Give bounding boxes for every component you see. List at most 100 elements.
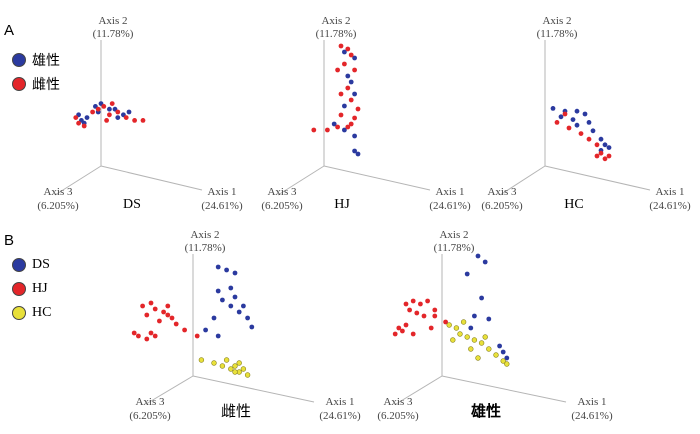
panel-2-point-雌性-16 xyxy=(348,121,354,127)
panel-5-point-HJ-4 xyxy=(407,307,412,313)
panel-5-point-HC-9 xyxy=(500,358,506,364)
panel-4-point-HJ-1 xyxy=(148,300,154,306)
panel-5-point-HC-8 xyxy=(493,352,499,358)
panel-5-point-HJ-2 xyxy=(418,301,423,307)
panel-2-point-雄性-9 xyxy=(352,148,357,154)
panel-1-axis2-variance: (11.78%) xyxy=(93,28,134,40)
panel-2-point-雄性-2 xyxy=(345,73,351,79)
panel-2-point-雌性-6 xyxy=(345,85,351,91)
panel-4-point-HJ-6 xyxy=(157,318,162,324)
panel-5-point-HC-6 xyxy=(478,340,485,346)
legend-swatch-ds xyxy=(12,258,26,272)
panel-4-point-DS-14 xyxy=(215,333,221,339)
panel-5-point-HC-0 xyxy=(446,322,452,328)
panel-5-point-DS-8 xyxy=(500,349,506,355)
panel-4-point-HJ-2 xyxy=(152,306,158,312)
panel-2-point-雌性-9 xyxy=(355,106,361,112)
panel-3-title: HC xyxy=(564,197,583,212)
legend-item-hc: HC xyxy=(12,301,51,325)
legend-label-hj: HJ xyxy=(32,281,48,296)
legend-swatch-female xyxy=(12,77,26,91)
panel-3-axis1-line xyxy=(544,165,651,191)
panel-1-point-雌性-11 xyxy=(90,109,95,115)
panel-5-axis2-label: Axis 2 xyxy=(439,229,468,241)
panel-4-point-HJ-10 xyxy=(144,336,150,342)
panel-1-axis1-label: Axis 1 xyxy=(207,186,236,198)
panel-2-point-雌性-0 xyxy=(338,43,344,49)
panel-3-point-雌性-1 xyxy=(566,125,572,131)
legend-item-hj: HJ xyxy=(12,277,51,301)
panel-2-axis1-variance: (24.61%) xyxy=(429,200,471,212)
panel-5-point-HC-5 xyxy=(471,337,478,343)
panel-2-axis2-variance: (11.78%) xyxy=(316,28,357,40)
panel-1-point-雌性-8 xyxy=(123,115,129,120)
panel-3-axis3-variance: (6.205%) xyxy=(481,200,523,212)
panel-5-point-HC-4 xyxy=(464,334,470,340)
panel-1-point-雌性-3 xyxy=(95,106,101,112)
panel-3-point-雄性-3 xyxy=(558,114,564,120)
panel-5-point-DS-7 xyxy=(497,343,502,349)
panel-5-point-HJ-9 xyxy=(403,322,409,328)
panel-4-point-DS-13 xyxy=(203,327,209,333)
panel-4-point-DS-0 xyxy=(215,264,221,270)
panel-1-point-雌性-12 xyxy=(104,118,109,123)
legend-a: 雄性 雌性 xyxy=(12,48,60,96)
panel-4-point-HJ-16 xyxy=(165,312,171,318)
panel-5-point-DS-0 xyxy=(475,253,481,259)
panel-1-title: DS xyxy=(123,197,141,212)
panel-a-label: A xyxy=(4,22,15,39)
panel-3-axis3-line xyxy=(499,165,546,196)
panel-5-point-DS-5 xyxy=(486,316,492,322)
panel-2-axis2-label: Axis 2 xyxy=(321,15,350,27)
panel-1-point-雌性-9 xyxy=(132,118,138,123)
panel-3-point-雌性-8 xyxy=(594,153,600,159)
panel-2-point-雌性-3 xyxy=(342,61,347,67)
panel-4-point-HC-6 xyxy=(240,366,247,372)
legend-label-male: 雄性 xyxy=(32,53,60,69)
panel-3-axis1-variance: (24.61%) xyxy=(649,200,691,212)
panel-1-axis3-line xyxy=(54,165,102,196)
panel-5-point-HJ-5 xyxy=(414,310,420,316)
panel-4-axis2-variance: (11.78%) xyxy=(185,242,226,254)
panel-5-point-HJ-12 xyxy=(428,325,434,331)
panel-3-point-雌性-7 xyxy=(606,153,612,159)
panel-4-point-HC-4 xyxy=(232,363,238,369)
panel-4-point-HJ-9 xyxy=(136,333,141,339)
panel-2-point-雌性-11 xyxy=(338,112,344,118)
panel-5-point-HC-13 xyxy=(475,355,481,361)
panel-3-axis3-label: Axis 3 xyxy=(487,186,517,198)
panel-1-axis2-label: Axis 2 xyxy=(98,15,127,27)
panel-4-point-DS-12 xyxy=(249,324,255,330)
panel-3-point-雄性-9 xyxy=(598,136,604,142)
panel-3-point-雄性-2 xyxy=(574,108,580,114)
panel-5-point-HC-3 xyxy=(457,331,463,337)
panel-4-point-HJ-3 xyxy=(161,309,167,315)
panel-1-point-雌性-6 xyxy=(109,101,115,106)
panel-5-point-HC-7 xyxy=(486,346,492,352)
panel-5-axis1-label: Axis 1 xyxy=(577,396,606,408)
panel-5-point-HJ-1 xyxy=(410,298,416,304)
panel-4-point-DS-5 xyxy=(232,294,238,300)
panel-5-point-HJ-14 xyxy=(432,307,438,313)
panel-3-point-雄性-12 xyxy=(606,145,612,151)
legend-item-female: 雌性 xyxy=(12,72,60,96)
panel-2-point-雄性-0 xyxy=(342,49,347,55)
panel-5-point-HJ-6 xyxy=(421,313,427,319)
panel-5-point-HC-1 xyxy=(453,325,460,331)
panel-1-axis1-variance: (24.61%) xyxy=(201,200,243,212)
legend-b: DS HJ HC xyxy=(12,253,51,325)
panel-4-point-DS-9 xyxy=(236,309,242,315)
panel-1-point-雄性-8 xyxy=(126,109,132,115)
legend-label-female: 雌性 xyxy=(32,77,60,93)
panel-5-point-HJ-7 xyxy=(396,325,402,331)
panel-4-point-HJ-13 xyxy=(182,327,188,333)
panel-4-title: 雌性 xyxy=(221,402,251,420)
panel-4-point-HJ-5 xyxy=(144,312,150,318)
panel-4-point-HC-9 xyxy=(236,360,242,366)
panel-5-point-DS-6 xyxy=(468,325,474,331)
panel-3-point-雄性-7 xyxy=(586,120,592,125)
panel-5-axis1-variance: (24.61%) xyxy=(571,410,613,422)
panel-1-point-雌性-7 xyxy=(115,109,121,115)
legend-item-ds: DS xyxy=(12,253,51,277)
panel-2-point-雌性-1 xyxy=(345,46,351,52)
